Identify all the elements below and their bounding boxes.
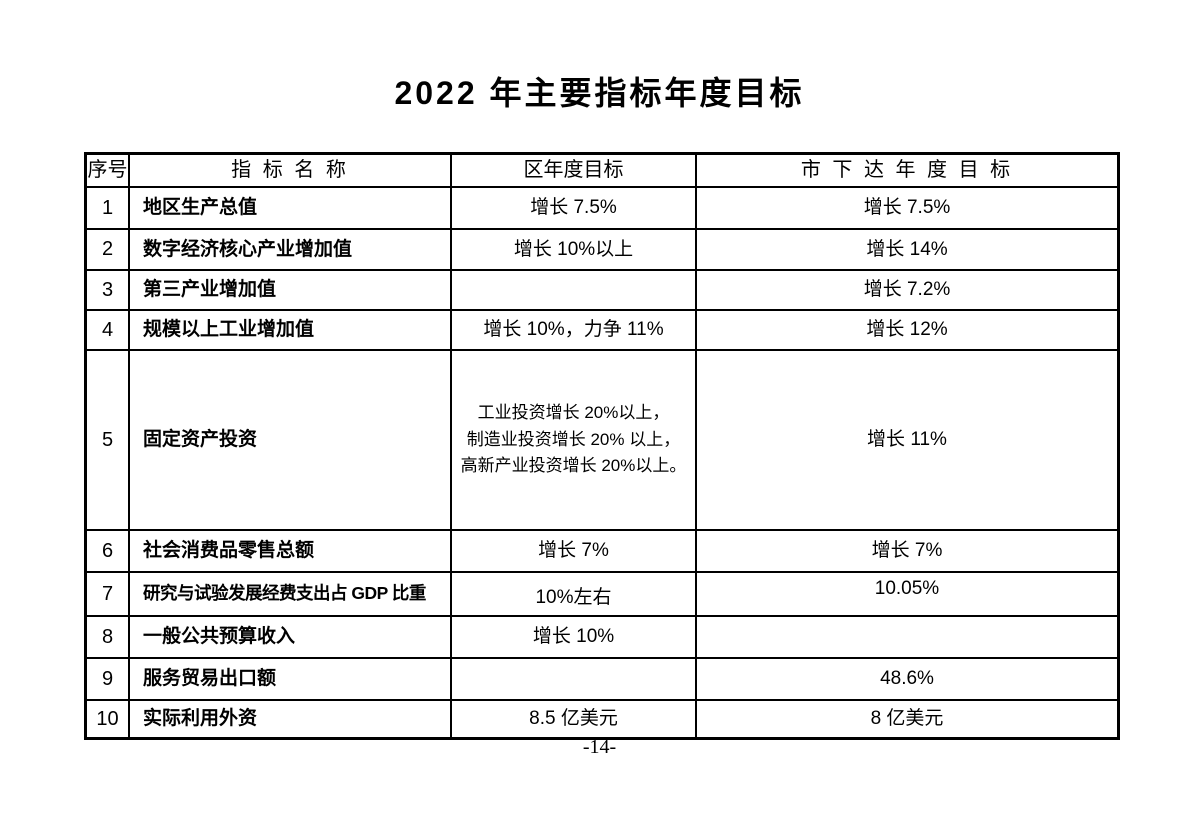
page-title: 2022 年主要指标年度目标	[394, 75, 805, 111]
table-header-row: 序号 指 标 名 称 区年度目标 市 下 达 年 度 目 标	[87, 155, 1117, 186]
indicator-name-cell: 第三产业增加值	[128, 271, 450, 309]
table-row: 5 固定资产投资 工业投资增长 20%以上， 制造业投资增长 20% 以上， 高…	[87, 349, 1117, 529]
table-row: 8 一般公共预算收入 增长 10%	[87, 615, 1117, 657]
indicator-name-cell: 研究与试验发展经费支出占 GDP 比重	[128, 573, 450, 615]
city-target-cell: 增长 7%	[695, 531, 1117, 571]
table-row: 2 数字经济核心产业增加值 增长 10%以上 增长 14%	[87, 228, 1117, 269]
table-row: 1 地区生产总值 增长 7.5% 增长 7.5%	[87, 186, 1117, 228]
row-serial-number-cell: 6	[101, 539, 114, 562]
row-serial-number-cell: 10	[96, 707, 119, 730]
district-target-cell: 增长 10%，力争 11%	[450, 311, 695, 349]
row-serial-number-cell: 1	[101, 196, 114, 219]
table-row: 4 规模以上工业增加值 增长 10%，力争 11% 增长 12%	[87, 309, 1117, 349]
header-serial-number: 序号	[87, 159, 128, 181]
city-target-cell	[695, 617, 1117, 657]
indicator-name-cell: 社会消费品零售总额	[128, 531, 450, 571]
indicator-name-cell: 规模以上工业增加值	[128, 311, 450, 349]
city-target-cell: 增长 14%	[695, 230, 1117, 269]
table-row: 7 研究与试验发展经费支出占 GDP 比重 10%左右 10.05%	[87, 571, 1117, 615]
header-district-annual-target: 区年度目标	[450, 155, 695, 186]
city-target-cell: 10.05%	[695, 573, 1117, 615]
district-target-cell: 8.5 亿美元	[450, 701, 695, 737]
table-body: 1 地区生产总值 增长 7.5% 增长 7.5% 2 数字经济核心产业增加值 增…	[87, 186, 1117, 737]
city-target-cell: 8 亿美元	[695, 701, 1117, 737]
district-target-cell: 增长 7.5%	[450, 188, 695, 228]
city-target-cell: 增长 11%	[695, 351, 1117, 529]
header-indicator-name: 指 标 名 称	[128, 155, 450, 186]
city-target-cell: 48.6%	[695, 659, 1117, 699]
row-serial-number-cell: 5	[101, 428, 114, 451]
district-target-cell: 增长 10%以上	[450, 230, 695, 269]
table-row: 6 社会消费品零售总额 增长 7% 增长 7%	[87, 529, 1117, 571]
district-target-cell: 工业投资增长 20%以上， 制造业投资增长 20% 以上， 高新产业投资增长 2…	[450, 351, 695, 529]
indicator-name-cell: 固定资产投资	[128, 351, 450, 529]
row-serial-number-cell: 8	[101, 625, 114, 648]
header-city-assigned-annual-target: 市 下 达 年 度 目 标	[695, 155, 1117, 186]
indicator-name-cell: 实际利用外资	[128, 701, 450, 737]
city-target-cell: 增长 7.2%	[695, 271, 1117, 309]
table-row: 10 实际利用外资 8.5 亿美元 8 亿美元	[87, 699, 1117, 737]
table-row: 3 第三产业增加值 增长 7.2%	[87, 269, 1117, 309]
indicator-name-cell: 数字经济核心产业增加值	[128, 230, 450, 269]
district-target-cell: 10%左右	[450, 573, 695, 615]
district-target-cell: 增长 7%	[450, 531, 695, 571]
table-row: 9 服务贸易出口额 48.6%	[87, 657, 1117, 699]
district-target-cell	[450, 659, 695, 699]
targets-table: 序号 指 标 名 称 区年度目标 市 下 达 年 度 目 标 1 地区生产总值 …	[84, 152, 1120, 740]
city-target-cell: 增长 12%	[695, 311, 1117, 349]
indicator-name-cell: 地区生产总值	[128, 188, 450, 228]
page-number: -14-	[582, 736, 617, 758]
row-serial-number-cell: 7	[101, 582, 114, 605]
district-target-cell	[450, 271, 695, 309]
city-target-cell: 增长 7.5%	[695, 188, 1117, 228]
row-serial-number-cell: 2	[101, 238, 114, 260]
row-serial-number-cell: 3	[101, 278, 114, 301]
row-serial-number-cell: 4	[101, 318, 114, 341]
indicator-name-cell: 服务贸易出口额	[128, 659, 450, 699]
indicator-name-cell: 一般公共预算收入	[128, 617, 450, 657]
row-serial-number-cell: 9	[101, 667, 114, 690]
district-target-cell: 增长 10%	[450, 617, 695, 657]
